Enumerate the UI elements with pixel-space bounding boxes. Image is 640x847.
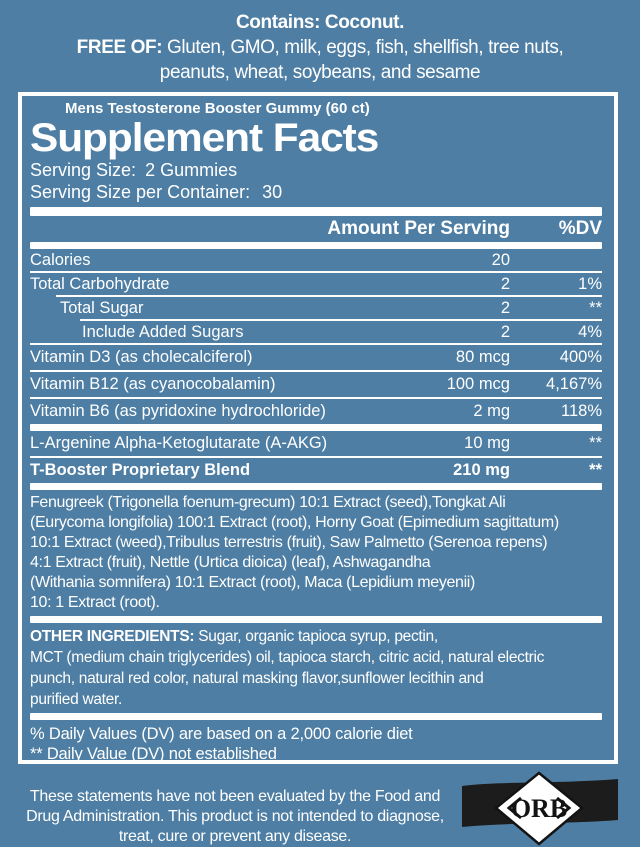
supplement-facts-title: Supplement Facts — [30, 116, 379, 160]
other-ingredients: OTHER INGREDIENTS: Sugar, organic tapioc… — [30, 626, 602, 710]
row-vitamin-b12-name: Vitamin B12 (as cyanocobalamin) — [30, 375, 276, 393]
product-name: Mens Testosterone Booster Gummy (60 ct) — [65, 100, 370, 117]
divider-bar-bottom — [30, 713, 602, 720]
row-separator — [30, 456, 602, 458]
row-total-sugar-amount: 2 — [500, 298, 510, 317]
row-vitamin-b6-dv: 118% — [561, 402, 602, 420]
row-calories: Calories 20 — [30, 249, 602, 271]
row-vitamin-b6-amount: 2 mg — [473, 402, 510, 420]
blend-line: (Eurycoma longifolia) 100:1 Extract (roo… — [30, 514, 559, 531]
row-t-booster-blend-amount: 210 mg — [453, 461, 510, 479]
daily-values-footnote: % Daily Values (DV) are based on a 2,000… — [30, 725, 413, 743]
blend-description: Fenugreek (Trigonella foenum-grecum) 10:… — [30, 493, 602, 613]
row-total-carbohydrate-amount: 2 — [500, 274, 510, 293]
allergen-block: Contains: Coconut. FREE OF: Gluten, GMO,… — [0, 10, 640, 85]
fda-disclaimer: These statements have not been evaluated… — [14, 787, 456, 847]
row-separator — [30, 343, 602, 345]
logo-text: ORB — [511, 794, 567, 823]
amount-per-serving-header: Amount Per Serving — [327, 218, 510, 239]
row-l-argenine-dv: ** — [589, 434, 602, 452]
row-t-booster-blend-name: T-Booster Proprietary Blend — [30, 461, 251, 479]
servings-per-container-line: Serving Size per Container: 30 — [30, 182, 602, 202]
blend-line: 10: 1 Extract (root). — [30, 594, 160, 611]
divider-bar-under-header — [30, 242, 602, 249]
row-separator — [56, 295, 602, 297]
blend-line: Fenugreek (Trigonella foenum-grecum) 10:… — [30, 494, 506, 511]
row-added-sugars-amount: 2 — [500, 322, 510, 341]
row-added-sugars-name: Include Added Sugars — [82, 322, 244, 341]
logo-left-chevron-icon — [506, 796, 522, 820]
row-separator — [30, 271, 602, 273]
footnotes: % Daily Values (DV) are based on a 2,000… — [30, 724, 602, 763]
row-vitamin-b6: Vitamin B6 (as pyridoxine hydrochloride)… — [30, 399, 602, 424]
free-of-rest: Gluten, GMO, milk, eggs, fish, shellfish… — [162, 37, 564, 58]
row-total-carbohydrate-dv: 1% — [578, 274, 602, 293]
row-l-argenine-amount: 10 mg — [464, 434, 510, 452]
row-vitamin-b12-dv: 4,167% — [546, 375, 602, 393]
row-t-booster-blend: T-Booster Proprietary Blend 210 mg ** — [30, 458, 602, 483]
divider-bar-mid2 — [30, 483, 602, 490]
blend-line: 10:1 Extract (weed),Tribulus terrestris … — [30, 534, 548, 551]
supplement-facts-panel: Mens Testosterone Booster Gummy (60 ct) … — [18, 92, 618, 764]
row-vitamin-d3-amount: 80 mcg — [455, 348, 510, 366]
serving-size-line: Serving Size: 2 Gummies — [30, 160, 602, 180]
row-vitamin-b12-amount: 100 mcg — [446, 375, 510, 393]
row-vitamin-b12: Vitamin B12 (as cyanocobalamin) 100 mcg … — [30, 372, 602, 397]
blend-line: 4:1 Extract (fruit), Nettle (Urtica dioi… — [30, 554, 431, 571]
row-calories-amount: 20 — [491, 250, 510, 269]
fda-disclaimer-line1: These statements have not been evaluated… — [29, 788, 441, 805]
other-ingredients-line3: punch, natural red color, natural maskin… — [30, 670, 484, 687]
row-added-sugars-dv: 4% — [578, 322, 602, 341]
row-separator — [30, 397, 602, 399]
other-ingredients-line4: purified water. — [30, 691, 122, 708]
free-of-line2: peanuts, wheat, soybeans, and sesame — [159, 62, 481, 83]
free-of-line1: FREE OF: Gluten, GMO, milk, eggs, fish, … — [0, 35, 640, 60]
table-header-row: Amount Per Serving %DV — [30, 216, 602, 242]
row-total-sugar-name: Total Sugar — [60, 298, 144, 317]
row-vitamin-d3: Vitamin D3 (as cholecalciferol) 80 mcg 4… — [30, 345, 602, 370]
row-total-sugar-dv: ** — [589, 298, 602, 317]
logo-diamond — [494, 771, 584, 846]
row-total-carbohydrate-name: Total Carbohydrate — [30, 274, 170, 293]
row-total-carbohydrate: Total Carbohydrate 2 1% — [30, 273, 602, 295]
servings-per-container-label: Serving Size per Container: — [30, 182, 251, 202]
fda-disclaimer-line2: Drug Administration. This product is not… — [26, 808, 444, 825]
row-vitamin-b6-name: Vitamin B6 (as pyridoxine hydrochloride) — [30, 402, 326, 420]
servings-per-container-value: 30 — [262, 182, 283, 202]
other-ingredients-line1-rest: Sugar, organic tapioca syrup, pectin, — [194, 628, 438, 645]
serving-size-value: 2 Gummies — [145, 160, 238, 180]
row-vitamin-d3-dv: 400% — [559, 348, 602, 366]
free-of-label: FREE OF: — [76, 37, 163, 58]
row-separator — [80, 319, 602, 321]
logo-right-chevron-icon — [556, 796, 572, 820]
orb-logo: ORB — [455, 770, 640, 847]
row-t-booster-blend-dv: ** — [589, 461, 602, 479]
row-l-argenine: L-Argenine Alpha-Ketoglutarate (A-AKG) 1… — [30, 431, 602, 456]
dv-header: %DV — [558, 218, 602, 239]
row-l-argenine-name: L-Argenine Alpha-Ketoglutarate (A-AKG) — [30, 434, 328, 452]
row-added-sugars: Include Added Sugars 2 4% — [30, 321, 602, 343]
blend-line: (Withania somnifera) 10:1 Extract (root)… — [30, 574, 475, 591]
serving-size-label: Serving Size: — [30, 160, 137, 180]
divider-bar-mid1 — [30, 424, 602, 431]
row-separator — [30, 370, 602, 372]
other-ingredients-label: OTHER INGREDIENTS: — [30, 628, 195, 645]
contains-line: Contains: Coconut. — [235, 12, 404, 33]
fda-disclaimer-line3: treat, cure or prevent any disease. — [118, 828, 352, 845]
dv-not-established-footnote: ** Daily Value (DV) not established — [30, 745, 277, 763]
other-ingredients-line2: MCT (medium chain triglycerides) oil, ta… — [30, 649, 545, 666]
row-total-sugar: Total Sugar 2 ** — [30, 297, 602, 319]
divider-bar-top — [30, 207, 602, 216]
row-vitamin-d3-name: Vitamin D3 (as cholecalciferol) — [30, 348, 253, 366]
divider-bar-mid3 — [30, 616, 602, 623]
row-calories-name: Calories — [30, 250, 91, 269]
other-ingredients-line1: OTHER INGREDIENTS: Sugar, organic tapioc… — [30, 626, 602, 647]
